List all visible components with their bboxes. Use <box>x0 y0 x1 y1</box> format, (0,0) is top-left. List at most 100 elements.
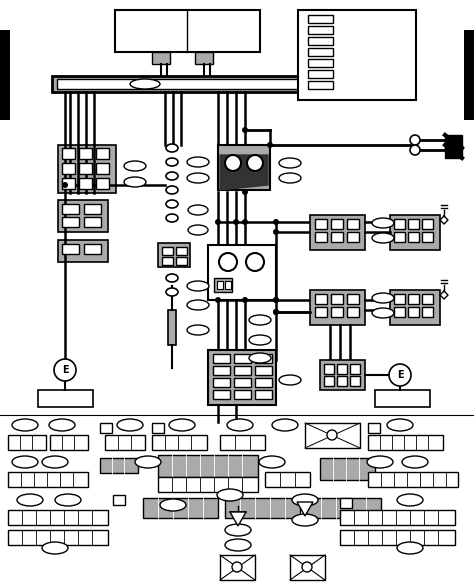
Bar <box>347 232 359 242</box>
Bar <box>347 307 359 317</box>
Bar <box>422 307 433 317</box>
Bar <box>306 498 381 518</box>
Circle shape <box>246 253 264 271</box>
Circle shape <box>410 145 420 155</box>
Bar <box>324 364 334 374</box>
Ellipse shape <box>187 281 209 291</box>
Ellipse shape <box>249 315 271 325</box>
Ellipse shape <box>12 419 38 431</box>
Ellipse shape <box>372 308 394 318</box>
Bar <box>315 294 327 304</box>
Bar <box>315 219 327 229</box>
Ellipse shape <box>227 419 253 431</box>
Circle shape <box>273 309 279 315</box>
Ellipse shape <box>187 300 209 310</box>
Ellipse shape <box>169 419 195 431</box>
Bar <box>96 178 109 189</box>
Bar <box>213 366 230 375</box>
Bar <box>310 215 365 250</box>
Bar <box>168 310 176 345</box>
Bar <box>195 52 213 64</box>
Bar <box>96 148 109 159</box>
Bar <box>255 390 272 399</box>
Bar <box>308 48 333 56</box>
Ellipse shape <box>225 539 251 551</box>
Circle shape <box>410 135 420 145</box>
Ellipse shape <box>225 524 251 536</box>
Bar <box>340 510 455 525</box>
Polygon shape <box>297 502 313 516</box>
Ellipse shape <box>166 274 178 282</box>
Ellipse shape <box>124 177 146 187</box>
Bar <box>217 281 223 289</box>
Bar <box>308 26 333 34</box>
Bar <box>350 376 360 386</box>
Ellipse shape <box>372 218 394 228</box>
Ellipse shape <box>188 225 208 235</box>
Bar <box>52 76 304 92</box>
Bar <box>265 472 310 487</box>
Bar <box>390 215 440 250</box>
Bar <box>158 243 190 267</box>
Bar <box>337 376 347 386</box>
Bar <box>152 52 170 64</box>
Bar <box>308 59 333 67</box>
Bar <box>62 148 75 159</box>
Bar <box>375 390 430 407</box>
Bar <box>315 232 327 242</box>
Bar <box>308 37 333 45</box>
Text: E: E <box>62 365 68 375</box>
Ellipse shape <box>135 456 161 468</box>
Bar <box>158 455 258 477</box>
Bar <box>176 247 187 255</box>
Circle shape <box>242 219 248 225</box>
Ellipse shape <box>372 293 394 303</box>
Bar <box>394 219 405 229</box>
Ellipse shape <box>397 494 423 506</box>
Circle shape <box>225 155 241 171</box>
Ellipse shape <box>42 542 68 554</box>
Ellipse shape <box>372 233 394 243</box>
Ellipse shape <box>367 456 393 468</box>
Bar <box>320 360 365 390</box>
Circle shape <box>54 359 76 381</box>
Bar <box>208 350 276 405</box>
Bar <box>255 366 272 375</box>
Bar <box>422 232 433 242</box>
Bar <box>162 257 173 265</box>
Ellipse shape <box>272 419 298 431</box>
Circle shape <box>302 562 312 572</box>
Bar <box>58 145 116 193</box>
Ellipse shape <box>160 499 186 511</box>
Bar <box>208 245 276 300</box>
Bar <box>57 79 299 89</box>
Bar <box>100 458 138 473</box>
Bar <box>308 70 333 78</box>
Ellipse shape <box>279 158 301 168</box>
Ellipse shape <box>279 173 301 183</box>
Bar <box>105 435 145 450</box>
Bar <box>8 510 108 525</box>
Ellipse shape <box>166 200 178 208</box>
Bar <box>79 178 92 189</box>
Circle shape <box>389 364 411 386</box>
Bar <box>152 423 164 433</box>
Bar <box>115 10 260 52</box>
Bar <box>50 435 88 450</box>
Polygon shape <box>230 512 246 526</box>
Ellipse shape <box>17 494 43 506</box>
Ellipse shape <box>187 157 209 167</box>
Ellipse shape <box>166 172 178 180</box>
Bar <box>225 498 300 518</box>
Bar <box>324 376 334 386</box>
Ellipse shape <box>187 325 209 335</box>
Bar <box>290 555 325 580</box>
Bar <box>340 530 455 545</box>
Bar <box>62 163 75 174</box>
Bar <box>331 307 343 317</box>
Bar <box>213 390 230 399</box>
Ellipse shape <box>397 542 423 554</box>
Bar <box>350 364 360 374</box>
Circle shape <box>273 309 279 315</box>
Circle shape <box>62 182 68 188</box>
